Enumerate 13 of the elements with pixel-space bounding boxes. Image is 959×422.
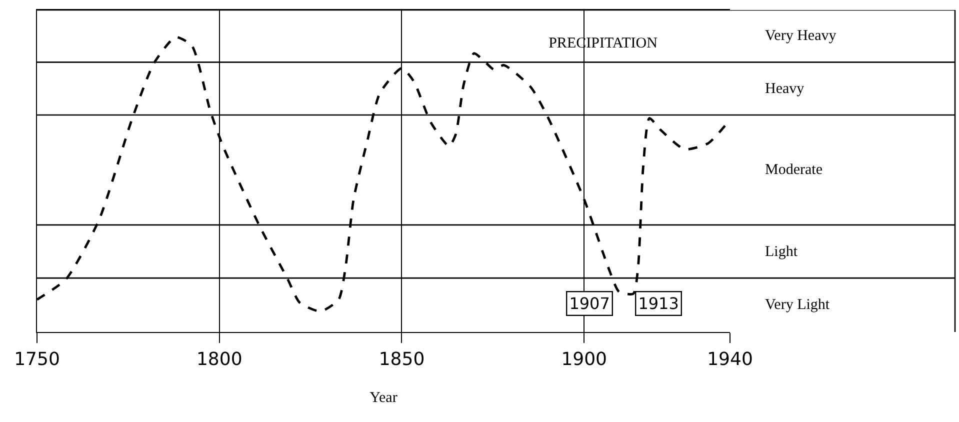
x-axis-title: Year [370,390,398,406]
x-tick-label: 1940 [707,348,753,370]
annotation: 1907 [569,294,610,314]
x-tick-label: 1900 [561,348,608,370]
text: Light [765,244,798,260]
annotation: 1913 [638,294,679,314]
x-tick-label: 1750 [14,348,60,370]
text: Moderate [765,162,823,178]
x-tick-label: 1800 [196,348,242,370]
text: Very Heavy [765,28,837,44]
text: Very Light [765,297,830,313]
x-tick-label: 1850 [378,348,425,370]
text: Heavy [765,81,805,97]
